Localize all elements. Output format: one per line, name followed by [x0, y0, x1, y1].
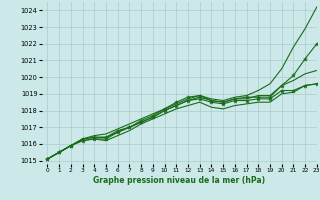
X-axis label: Graphe pression niveau de la mer (hPa): Graphe pression niveau de la mer (hPa) — [93, 176, 265, 185]
